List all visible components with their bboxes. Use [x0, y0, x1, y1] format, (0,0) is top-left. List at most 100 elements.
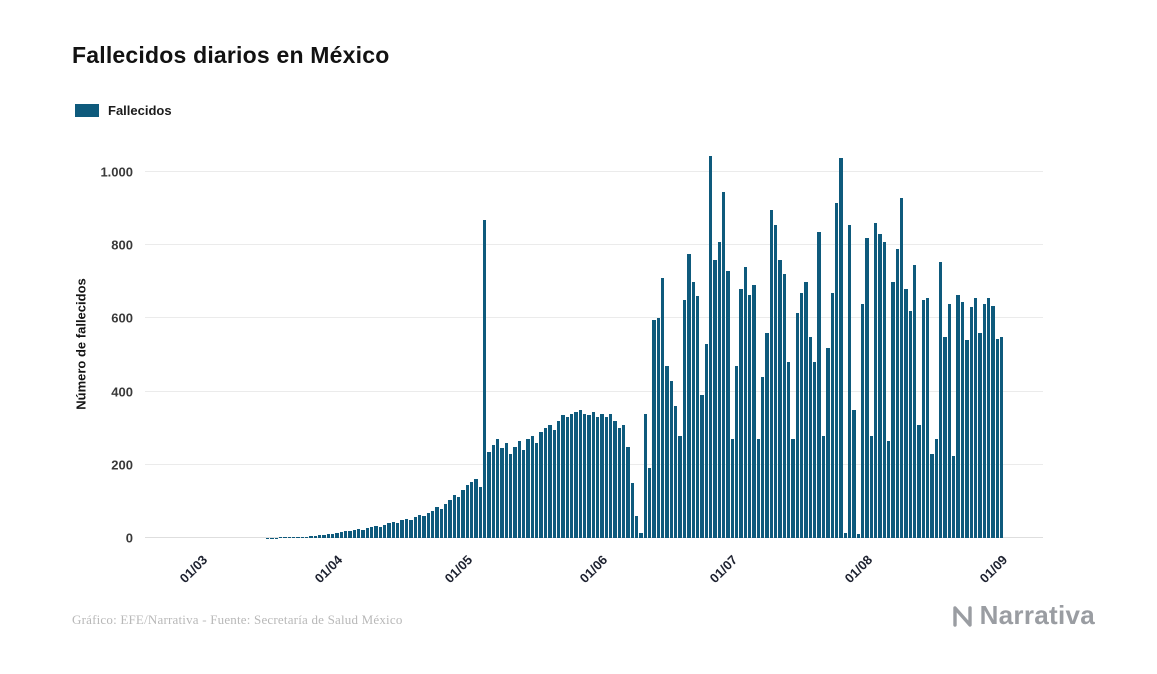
bar [878, 234, 882, 538]
bar [843, 532, 847, 538]
bar [291, 536, 296, 538]
y-axis-tick-label: 800 [111, 237, 133, 253]
bar [639, 532, 643, 538]
y-axis-tick-label: 1.000 [100, 164, 133, 180]
bar [600, 413, 604, 538]
bar [496, 439, 500, 538]
bar [309, 536, 313, 538]
bar [422, 516, 426, 538]
bar [378, 526, 383, 538]
x-axis-tick-label: 01/05 [441, 552, 476, 586]
bar [387, 523, 391, 538]
bar [960, 301, 965, 538]
bar [491, 444, 496, 538]
bar [900, 197, 904, 538]
bar [617, 428, 621, 538]
bar [939, 261, 943, 538]
bar [543, 428, 548, 538]
bar [352, 529, 357, 538]
bar [747, 294, 752, 538]
bar [852, 409, 856, 538]
bar [761, 376, 765, 538]
bar [374, 525, 378, 538]
bar [739, 289, 743, 538]
bar [326, 534, 330, 538]
legend-swatch-icon [75, 104, 99, 117]
bar [921, 300, 926, 538]
x-axis-tick-label: 01/06 [576, 552, 611, 586]
bar [708, 155, 713, 538]
bars [205, 150, 1005, 538]
bar [513, 446, 517, 538]
bar [591, 411, 595, 538]
bar [400, 520, 404, 538]
bar [669, 380, 674, 538]
bar [569, 413, 574, 538]
bar [943, 336, 947, 538]
bar [930, 453, 934, 538]
y-axis-tick-label: 600 [111, 310, 133, 326]
bar [404, 518, 409, 538]
bar [391, 521, 396, 538]
bar [969, 307, 973, 538]
x-axis-tick-label: 01/03 [176, 552, 211, 586]
bar [847, 225, 852, 538]
bar [548, 424, 552, 538]
bar [830, 292, 834, 538]
gridline [145, 170, 1043, 172]
bar [339, 532, 343, 538]
bar [370, 527, 374, 538]
bar [826, 347, 830, 538]
bar [895, 248, 899, 538]
bar [613, 420, 617, 538]
bar [478, 486, 482, 538]
bar [691, 281, 695, 538]
bar [461, 490, 465, 538]
bar [313, 535, 317, 538]
bar [860, 303, 865, 538]
bar [361, 529, 365, 538]
bar [526, 439, 530, 538]
y-axis-tick-labels: 0 200 400 600 800 1.000 [87, 150, 133, 545]
bar [322, 535, 326, 538]
bar [474, 479, 478, 538]
bar [300, 536, 304, 538]
bar [561, 415, 565, 538]
bar [865, 237, 869, 538]
bar [661, 278, 665, 538]
bar [357, 528, 361, 538]
y-axis-tick-label: 200 [111, 457, 133, 473]
bar [622, 424, 626, 538]
bar [635, 516, 639, 538]
bar [713, 259, 717, 538]
legend: Fallecidos [75, 103, 172, 118]
bar [509, 453, 513, 538]
bar [769, 210, 774, 538]
bar [965, 340, 969, 538]
x-axis-tick-label: 01/09 [976, 552, 1011, 586]
bar [439, 508, 443, 538]
bar [730, 439, 734, 538]
bar [695, 296, 700, 538]
bar [947, 303, 952, 538]
bar [448, 499, 452, 538]
bar [365, 527, 370, 538]
bar [687, 254, 691, 538]
bar [978, 333, 982, 538]
bar [426, 513, 430, 538]
bar [869, 435, 873, 538]
bar [304, 536, 309, 538]
bar [726, 270, 730, 538]
bar [578, 409, 582, 538]
bar [608, 413, 613, 538]
bar [834, 203, 839, 538]
bar [734, 365, 739, 538]
bar [335, 532, 339, 538]
bar [973, 298, 978, 538]
bar [465, 484, 469, 538]
bar [652, 320, 656, 538]
x-axis-tick-labels: 01/03 01/04 01/05 01/06 01/07 01/08 01/09 [177, 538, 1011, 594]
gridline [145, 390, 1043, 392]
bar [674, 406, 678, 538]
bar [417, 515, 422, 538]
